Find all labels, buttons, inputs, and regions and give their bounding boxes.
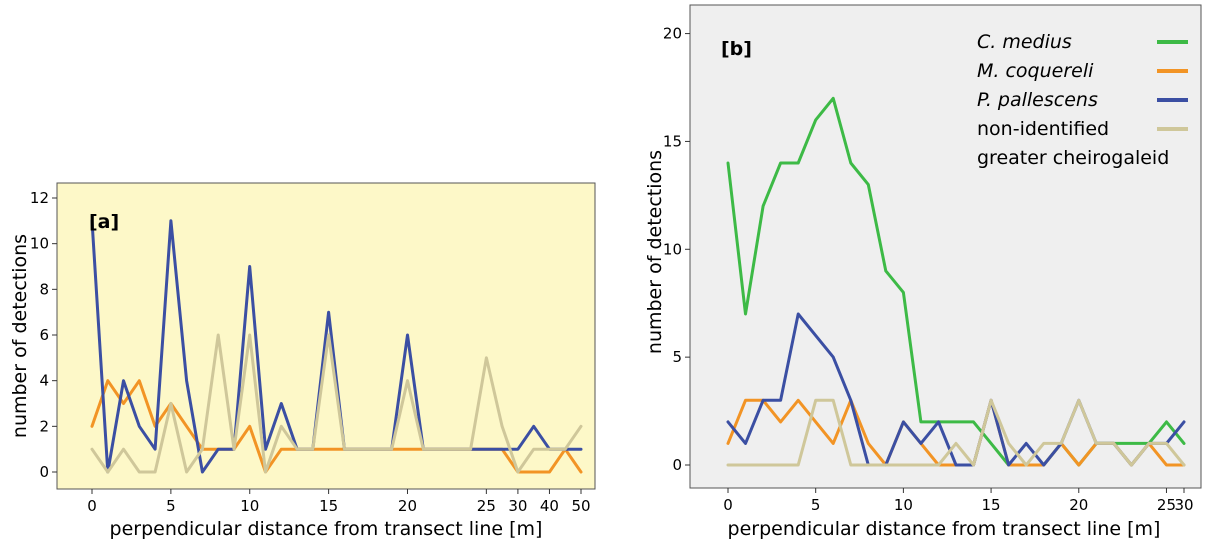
panel-a-x-axis-label: perpendicular distance from transect lin…: [110, 518, 543, 540]
y-tick-label: 0: [672, 456, 682, 474]
series-line-a-2: [90, 333, 583, 474]
y-tick-label: 2: [39, 417, 49, 435]
y-tick-label: 4: [39, 372, 49, 390]
x-tick-label: 40: [540, 497, 559, 515]
y-tick-label: 12: [30, 189, 49, 207]
x-tick-label: 30: [1174, 496, 1193, 514]
panel-b-x-axis-label: perpendicular distance from transect lin…: [728, 518, 1161, 540]
y-tick-label: 10: [30, 235, 49, 253]
panel-b-label: [b]: [721, 38, 752, 60]
y-tick-label: 20: [663, 25, 682, 43]
legend-label: non-identified: [977, 118, 1109, 140]
x-tick-label: 10: [240, 497, 259, 515]
x-tick-label: 25: [1157, 496, 1176, 514]
x-tick-label: 0: [87, 497, 97, 515]
panel-a-y-axis-label: number of detections: [9, 234, 31, 438]
panel-a-label: [a]: [89, 211, 119, 233]
x-tick-label: 5: [166, 497, 176, 515]
y-tick-label: 6: [39, 326, 49, 344]
panel-b-legend: C. medius M. coquereli P. pallescens non-id…: [977, 31, 1188, 169]
y-tick-label: 10: [663, 240, 682, 258]
panel-b-y-axis-label: number of detections: [644, 150, 666, 354]
legend-label: greater cheirogaleid: [977, 147, 1169, 169]
panel-a: 0 2 4 6 8 10 12 0 5 10 15 20 25 30 40 50 [a] perpendic…: [9, 182, 596, 540]
y-tick-label: 0: [39, 463, 49, 481]
x-tick-label: 0: [723, 496, 733, 514]
legend-label: M. coquereli: [977, 60, 1094, 82]
panel-b-plot-area: [689, 4, 1202, 489]
y-tick-label: 8: [39, 280, 49, 298]
x-tick-label: 15: [982, 496, 1001, 514]
x-tick-label: 20: [398, 497, 417, 515]
x-tick-label: 15: [319, 497, 338, 515]
legend-label: C. medius: [977, 31, 1072, 53]
x-tick-label: 25: [477, 497, 496, 515]
y-tick-label: 5: [672, 348, 682, 366]
x-tick-label: 5: [811, 496, 821, 514]
x-tick-label: 10: [894, 496, 913, 514]
y-tick-label: 15: [663, 132, 682, 150]
x-tick-label: 50: [571, 497, 590, 515]
legend-label: P. pallescens: [977, 89, 1098, 111]
x-tick-label: 20: [1069, 496, 1088, 514]
series-line-b-3: [726, 398, 1186, 467]
x-tick-label: 30: [508, 497, 527, 515]
series-line-a-1: [90, 219, 583, 474]
